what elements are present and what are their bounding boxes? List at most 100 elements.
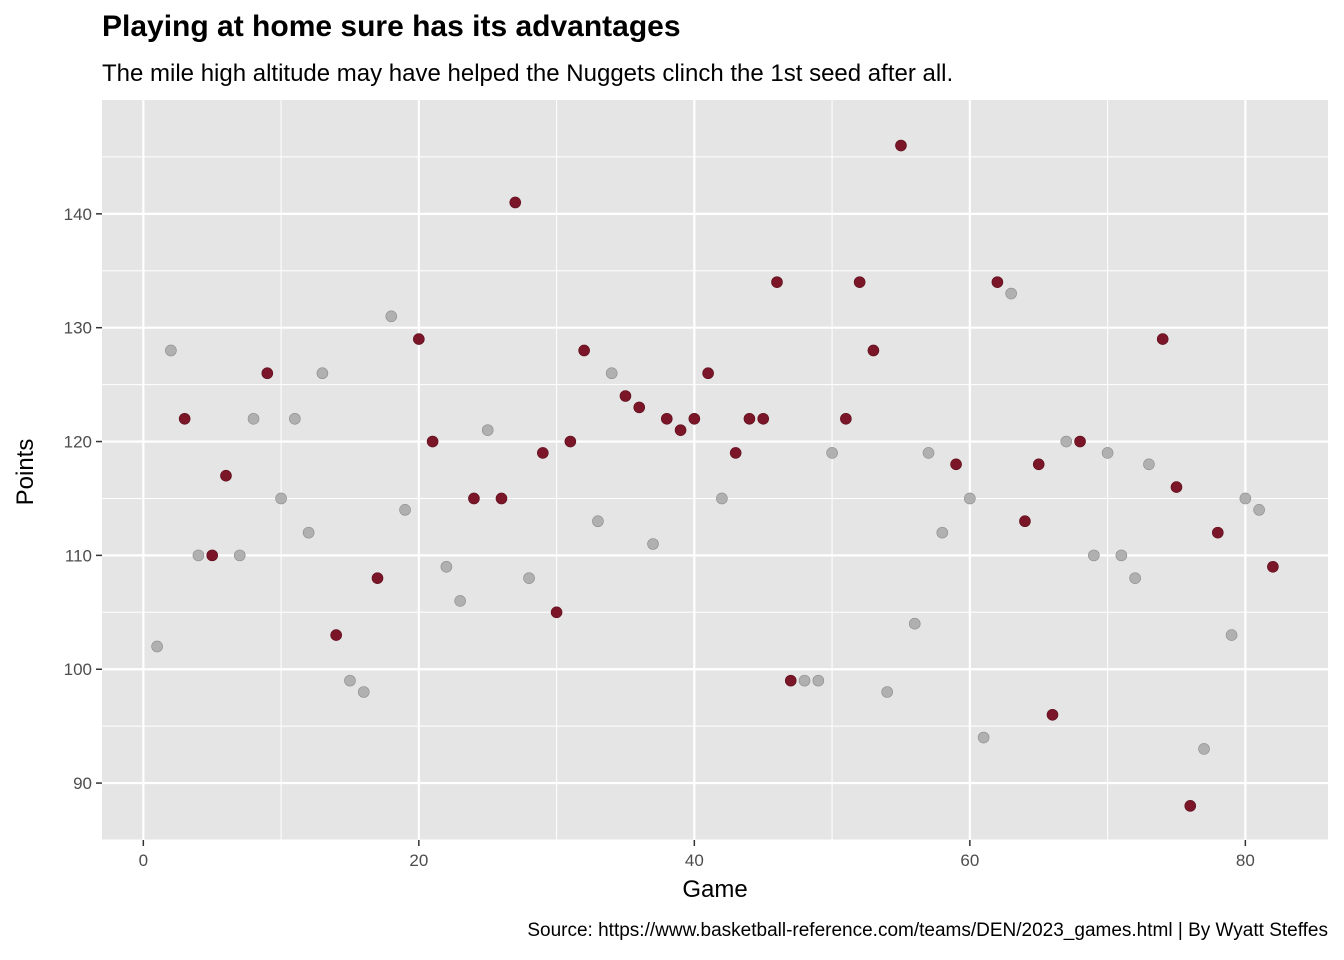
data-point-home <box>578 344 590 357</box>
data-point-home <box>371 572 384 584</box>
data-point-home <box>261 367 274 380</box>
data-point-home <box>413 333 425 345</box>
y-axis-label: Points <box>12 438 39 506</box>
data-point-home <box>220 469 232 482</box>
data-point-home <box>729 447 742 459</box>
data-point-away <box>454 595 466 607</box>
chart-subtitle: The mile high altitude may have helped t… <box>102 60 954 87</box>
data-point-home <box>688 412 701 425</box>
data-point-home <box>495 492 508 505</box>
y-tick-label: 120 <box>64 433 92 452</box>
data-point-home <box>330 629 342 641</box>
data-point-home <box>206 549 219 562</box>
x-tick-label: 80 <box>1236 851 1255 870</box>
data-point-away <box>922 447 935 459</box>
data-point-home <box>1074 435 1086 448</box>
chart-title: Playing at home sure has its advantages <box>102 10 681 43</box>
data-point-away <box>1101 447 1114 459</box>
data-point-away <box>165 344 177 357</box>
data-point-away <box>908 617 921 630</box>
data-point-away <box>357 686 370 698</box>
data-point-home <box>1032 458 1045 471</box>
data-point-home <box>1211 526 1224 539</box>
data-point-away <box>936 526 949 539</box>
minor-gridlines <box>102 100 1328 841</box>
data-point-away <box>881 686 893 698</box>
data-point-away <box>812 674 825 687</box>
data-point-away <box>399 504 411 516</box>
data-point-away <box>481 424 494 436</box>
data-point-home <box>564 435 577 448</box>
data-point-away <box>647 538 659 550</box>
data-point-away <box>605 367 618 380</box>
data-point-home <box>633 401 646 414</box>
data-point-home <box>468 492 480 505</box>
y-tick-label: 110 <box>65 546 92 565</box>
data-point-home <box>619 390 632 402</box>
data-point-away <box>716 492 728 505</box>
data-point-away <box>1239 492 1252 505</box>
plot-panel <box>102 100 1328 840</box>
data-point-away <box>1225 629 1238 641</box>
y-tick-label: 130 <box>64 319 92 338</box>
data-point-away <box>798 674 811 687</box>
data-point-home <box>1184 800 1197 812</box>
data-point-away <box>316 367 329 380</box>
data-point-home <box>743 412 756 425</box>
data-point-away <box>440 560 453 573</box>
data-point-away <box>1143 458 1155 471</box>
data-point-home <box>1156 333 1169 345</box>
data-point-away <box>1115 549 1128 562</box>
data-point-away <box>302 526 315 539</box>
data-point-home <box>784 674 797 687</box>
data-point-home <box>991 276 1004 288</box>
data-point-home <box>867 344 880 357</box>
data-point-home <box>1019 515 1031 528</box>
data-point-away <box>247 412 260 425</box>
data-point-away <box>1253 504 1265 516</box>
data-point-home <box>660 412 673 425</box>
data-point-home <box>771 276 783 288</box>
data-point-away <box>151 640 163 653</box>
data-point-home <box>674 424 687 436</box>
data-point-away <box>523 572 535 584</box>
data-point-home <box>702 367 714 380</box>
data-point-away <box>1005 287 1017 300</box>
data-point-home <box>550 606 563 619</box>
x-tick-label: 40 <box>685 851 704 870</box>
data-point-home <box>426 435 439 448</box>
data-point-home <box>509 196 522 209</box>
y-tick-label: 140 <box>64 205 92 224</box>
data-point-home <box>853 276 866 288</box>
data-point-away <box>192 549 205 562</box>
data-point-away <box>344 674 356 687</box>
data-point-away <box>1060 435 1073 448</box>
data-point-away <box>964 492 976 505</box>
data-point-home <box>840 412 852 425</box>
x-tick-label: 0 <box>139 851 148 870</box>
chart-caption: Source: https://www.basketball-reference… <box>527 920 1328 941</box>
x-tick-label: 20 <box>409 851 428 870</box>
data-point-away <box>1088 549 1100 562</box>
data-point-away <box>289 412 301 425</box>
data-points <box>151 139 1279 812</box>
data-point-home <box>757 412 770 425</box>
x-tick-label: 60 <box>960 851 979 870</box>
data-point-away <box>275 492 287 505</box>
data-point-away <box>1129 572 1141 584</box>
data-point-home <box>178 412 191 425</box>
data-point-home <box>1046 708 1059 721</box>
data-point-away <box>1198 743 1210 755</box>
data-point-away <box>826 447 838 459</box>
data-point-home <box>950 458 962 471</box>
data-point-away <box>233 549 246 562</box>
data-point-home <box>1170 481 1183 493</box>
data-point-away <box>592 515 604 528</box>
y-axis-ticks: 90 100 110 120 130 140 <box>64 205 102 793</box>
data-point-home <box>895 139 907 152</box>
data-point-home <box>537 447 549 459</box>
data-point-home <box>1267 560 1279 573</box>
x-axis-ticks: 0 20 40 60 80 <box>139 840 1255 870</box>
y-tick-label: 100 <box>64 660 92 679</box>
